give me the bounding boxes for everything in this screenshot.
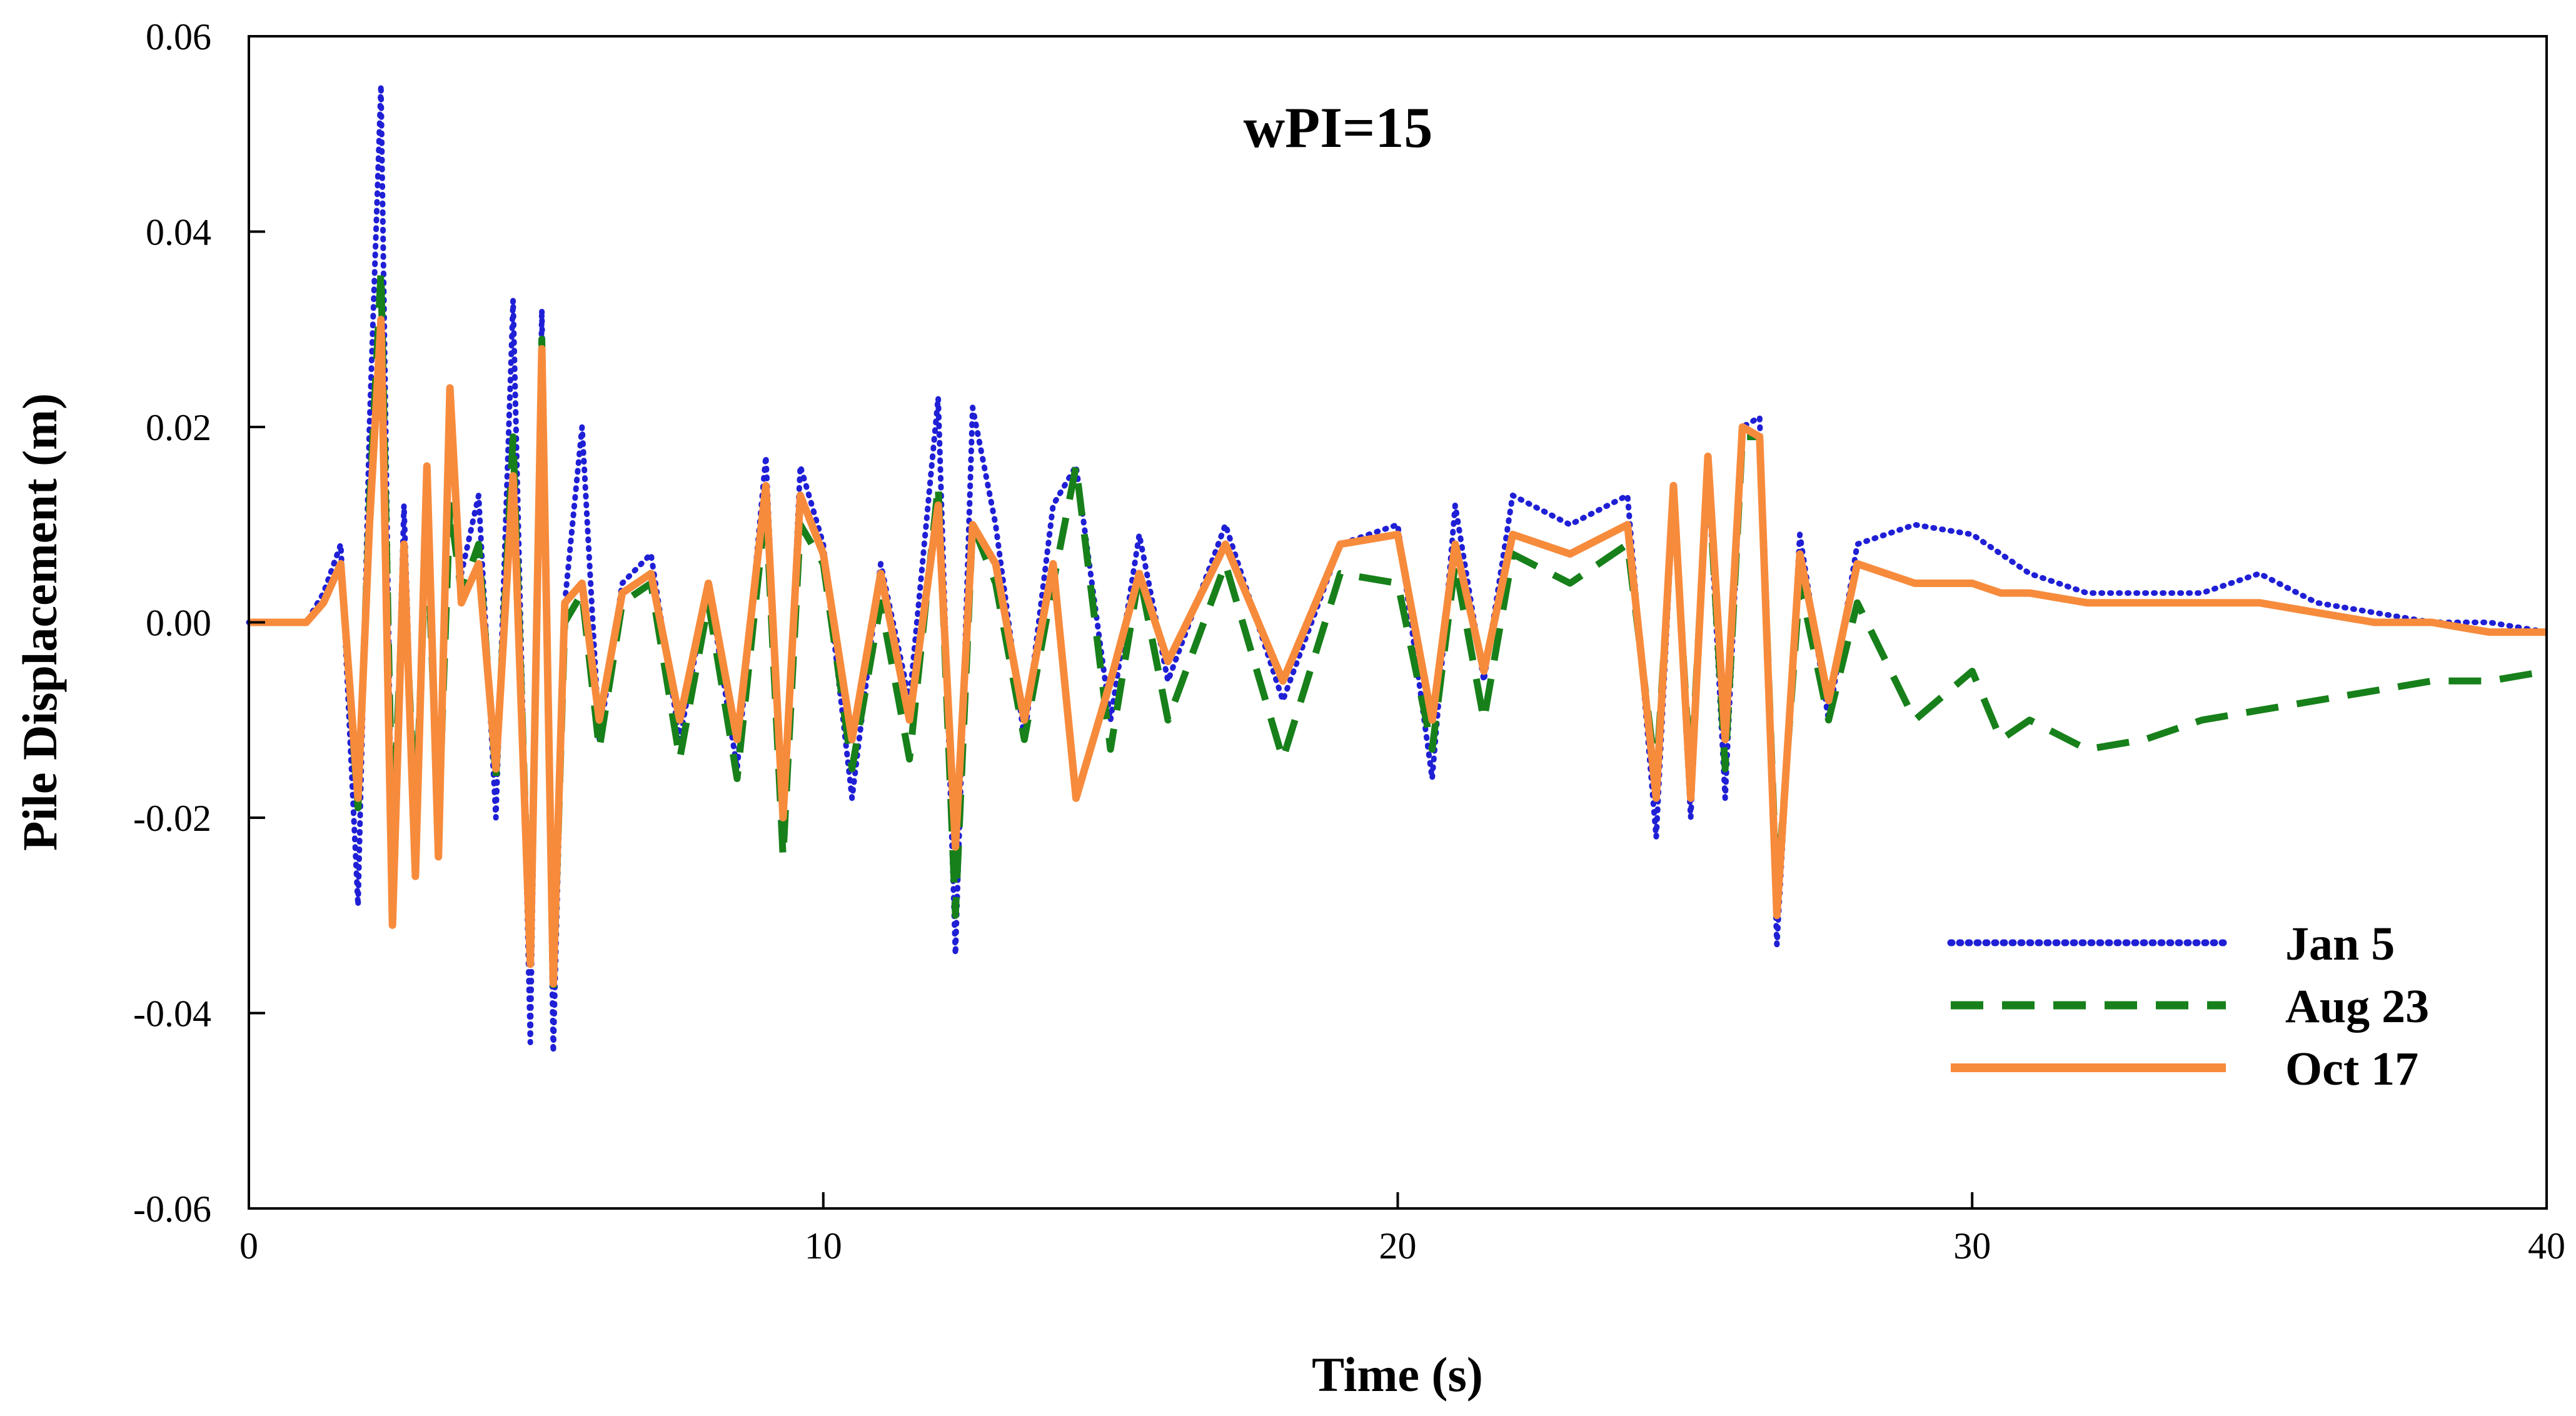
- x-tick-label: 10: [805, 1225, 842, 1267]
- series-layer: [246, 82, 2550, 1055]
- x-axis-ticks: 0 10 20 30 40: [239, 1192, 2565, 1267]
- y-tick-label: 0.00: [146, 603, 211, 644]
- series-line-aug-23: [249, 267, 2547, 997]
- legend-label: Jan 5: [2285, 918, 2395, 970]
- x-tick-label: 20: [1379, 1225, 1417, 1267]
- y-tick-label: -0.04: [133, 993, 211, 1035]
- series-line-jan-5: [246, 82, 2550, 1055]
- y-axis-ticks: 0.06 0.04 0.02 0.00 -0.02 -0.04 -0.06: [133, 16, 265, 1230]
- y-tick-label: 0.02: [146, 407, 211, 448]
- y-tick-label: 0.06: [146, 16, 211, 58]
- series-line-oct-17: [249, 316, 2547, 988]
- legend-label: Oct 17: [2285, 1043, 2418, 1095]
- chart-title: wPI=15: [1244, 96, 1433, 159]
- y-tick-label: -0.06: [133, 1188, 211, 1230]
- x-axis-title: Time (s): [1312, 1347, 1483, 1402]
- x-tick-label: 0: [239, 1225, 258, 1267]
- legend-label: Aug 23: [2285, 980, 2429, 1033]
- plot-frame: [248, 35, 2548, 1210]
- y-axis-title: Pile Displacement (m): [13, 393, 67, 851]
- legend: Jan 5 Aug 23 Oct 17: [1947, 918, 2429, 1095]
- y-tick-label: -0.02: [133, 798, 211, 839]
- y-tick-label: 0.04: [146, 212, 211, 253]
- x-tick-label: 40: [2528, 1225, 2565, 1267]
- x-tick-label: 30: [1953, 1225, 1991, 1267]
